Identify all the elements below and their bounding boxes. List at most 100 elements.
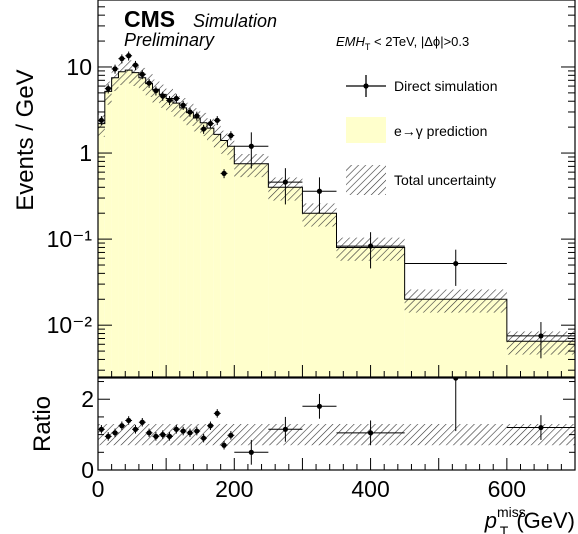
x-tick-label: 0 <box>92 476 105 502</box>
data-point <box>160 93 166 99</box>
data-point <box>105 86 111 92</box>
data-point <box>112 66 118 72</box>
ratio-point <box>146 430 152 436</box>
y-tick-label: 1 <box>79 140 92 166</box>
data-point <box>153 88 159 94</box>
ratio-point <box>105 433 111 439</box>
main-frame <box>97 0 576 378</box>
data-point <box>126 53 132 59</box>
uncertainty-band <box>132 62 139 86</box>
prediction-bar <box>186 112 194 377</box>
ratio-point <box>214 410 220 416</box>
ratio-point <box>316 403 323 409</box>
legend-marker-direct-simulation <box>363 83 369 89</box>
preliminary-label: Preliminary <box>124 30 215 50</box>
uncertainty-band <box>404 289 507 313</box>
data-point <box>98 117 105 123</box>
selection-label: EMHT < 2TeV, |Δϕ|>0.3 <box>336 34 469 52</box>
uncertainty-band <box>172 93 180 117</box>
prediction-bar <box>220 140 228 377</box>
x-tick-label: 200 <box>215 476 253 502</box>
prediction-bar <box>118 71 126 377</box>
x-tick-label: 600 <box>488 476 526 502</box>
data-point <box>453 260 459 267</box>
prediction-bar <box>132 72 139 377</box>
ratio-point <box>160 432 166 438</box>
prediction-bar <box>111 77 119 377</box>
legend: Direct simulation e→γ prediction Total u… <box>346 75 497 195</box>
prediction-bar <box>125 70 133 377</box>
uncertainty-band <box>111 67 119 92</box>
uncertainty-band <box>213 124 221 148</box>
ratio-point <box>180 428 186 434</box>
ratio-y-tick-label: 2 <box>81 386 94 412</box>
data-point <box>221 170 227 177</box>
data-point <box>173 95 179 102</box>
prediction-bar <box>179 107 187 377</box>
uncertainty-band <box>138 67 146 92</box>
prediction-bar <box>213 134 221 377</box>
prediction-bar <box>138 77 146 377</box>
legend-label-uncertainty: Total uncertainty <box>394 172 496 188</box>
ratio-point <box>282 426 288 432</box>
uncertainty-band <box>220 130 228 154</box>
uncertainty-band <box>125 60 133 84</box>
data-point <box>207 120 214 127</box>
ratio-point <box>132 426 139 432</box>
prediction-bar <box>193 118 201 377</box>
simulation-label: Simulation <box>193 11 277 31</box>
prediction-bar <box>98 123 105 377</box>
uncertainty-band <box>98 113 105 137</box>
data-point <box>194 113 200 119</box>
prediction-bar <box>152 89 160 377</box>
ratio-axis-label: Ratio <box>29 396 56 452</box>
ratio-point <box>187 430 193 436</box>
prediction-bar <box>234 163 269 377</box>
prediction-bar <box>166 98 173 377</box>
x-axis-label: pmiss T (GeV) <box>484 504 575 534</box>
data-point <box>180 102 186 108</box>
data-point <box>201 126 207 132</box>
data-point <box>146 80 152 86</box>
y-axis-label: Events / GeV <box>12 69 39 210</box>
y-tick-label: 10⁻¹ <box>47 226 93 252</box>
prediction-bar <box>227 146 235 377</box>
data-point <box>214 117 220 123</box>
prediction-bar <box>302 213 337 377</box>
ratio-point <box>221 442 227 448</box>
x-tick-label: 400 <box>351 476 389 502</box>
prediction-bar <box>207 128 214 377</box>
ratio-point <box>173 426 179 432</box>
ratio-point <box>112 430 118 436</box>
uncertainty-band <box>302 203 337 227</box>
ratio-point <box>119 423 125 429</box>
data-point <box>367 243 374 249</box>
data-point <box>316 188 323 194</box>
ratio-point <box>194 428 200 434</box>
ratio-point <box>248 449 254 455</box>
legend-label-prediction: e→γ prediction <box>394 123 487 139</box>
legend-swatch-prediction <box>346 117 386 143</box>
uncertainty-band <box>227 136 235 160</box>
ratio-point <box>367 430 374 436</box>
ratio-point <box>126 417 132 424</box>
ratio-point <box>207 423 214 429</box>
data-point <box>166 97 173 103</box>
y-tick-label: 10 <box>66 54 92 80</box>
ratio-point <box>139 419 145 425</box>
data-point <box>228 132 234 139</box>
uncertainty-band <box>200 112 208 137</box>
legend-swatch-uncertainty <box>346 165 386 195</box>
uncertainty-band <box>118 61 126 86</box>
prediction-bar <box>104 91 112 377</box>
ratio-point <box>153 433 159 439</box>
data-point <box>187 109 193 115</box>
prediction-bar <box>268 187 303 377</box>
data-point <box>248 143 254 149</box>
ratio-y-tick-label: 0 <box>81 457 94 483</box>
prediction-bar <box>159 94 167 377</box>
prediction-bar <box>172 103 180 377</box>
ratio-point <box>228 432 234 438</box>
prediction-bar <box>200 122 208 377</box>
data-point <box>119 56 125 62</box>
